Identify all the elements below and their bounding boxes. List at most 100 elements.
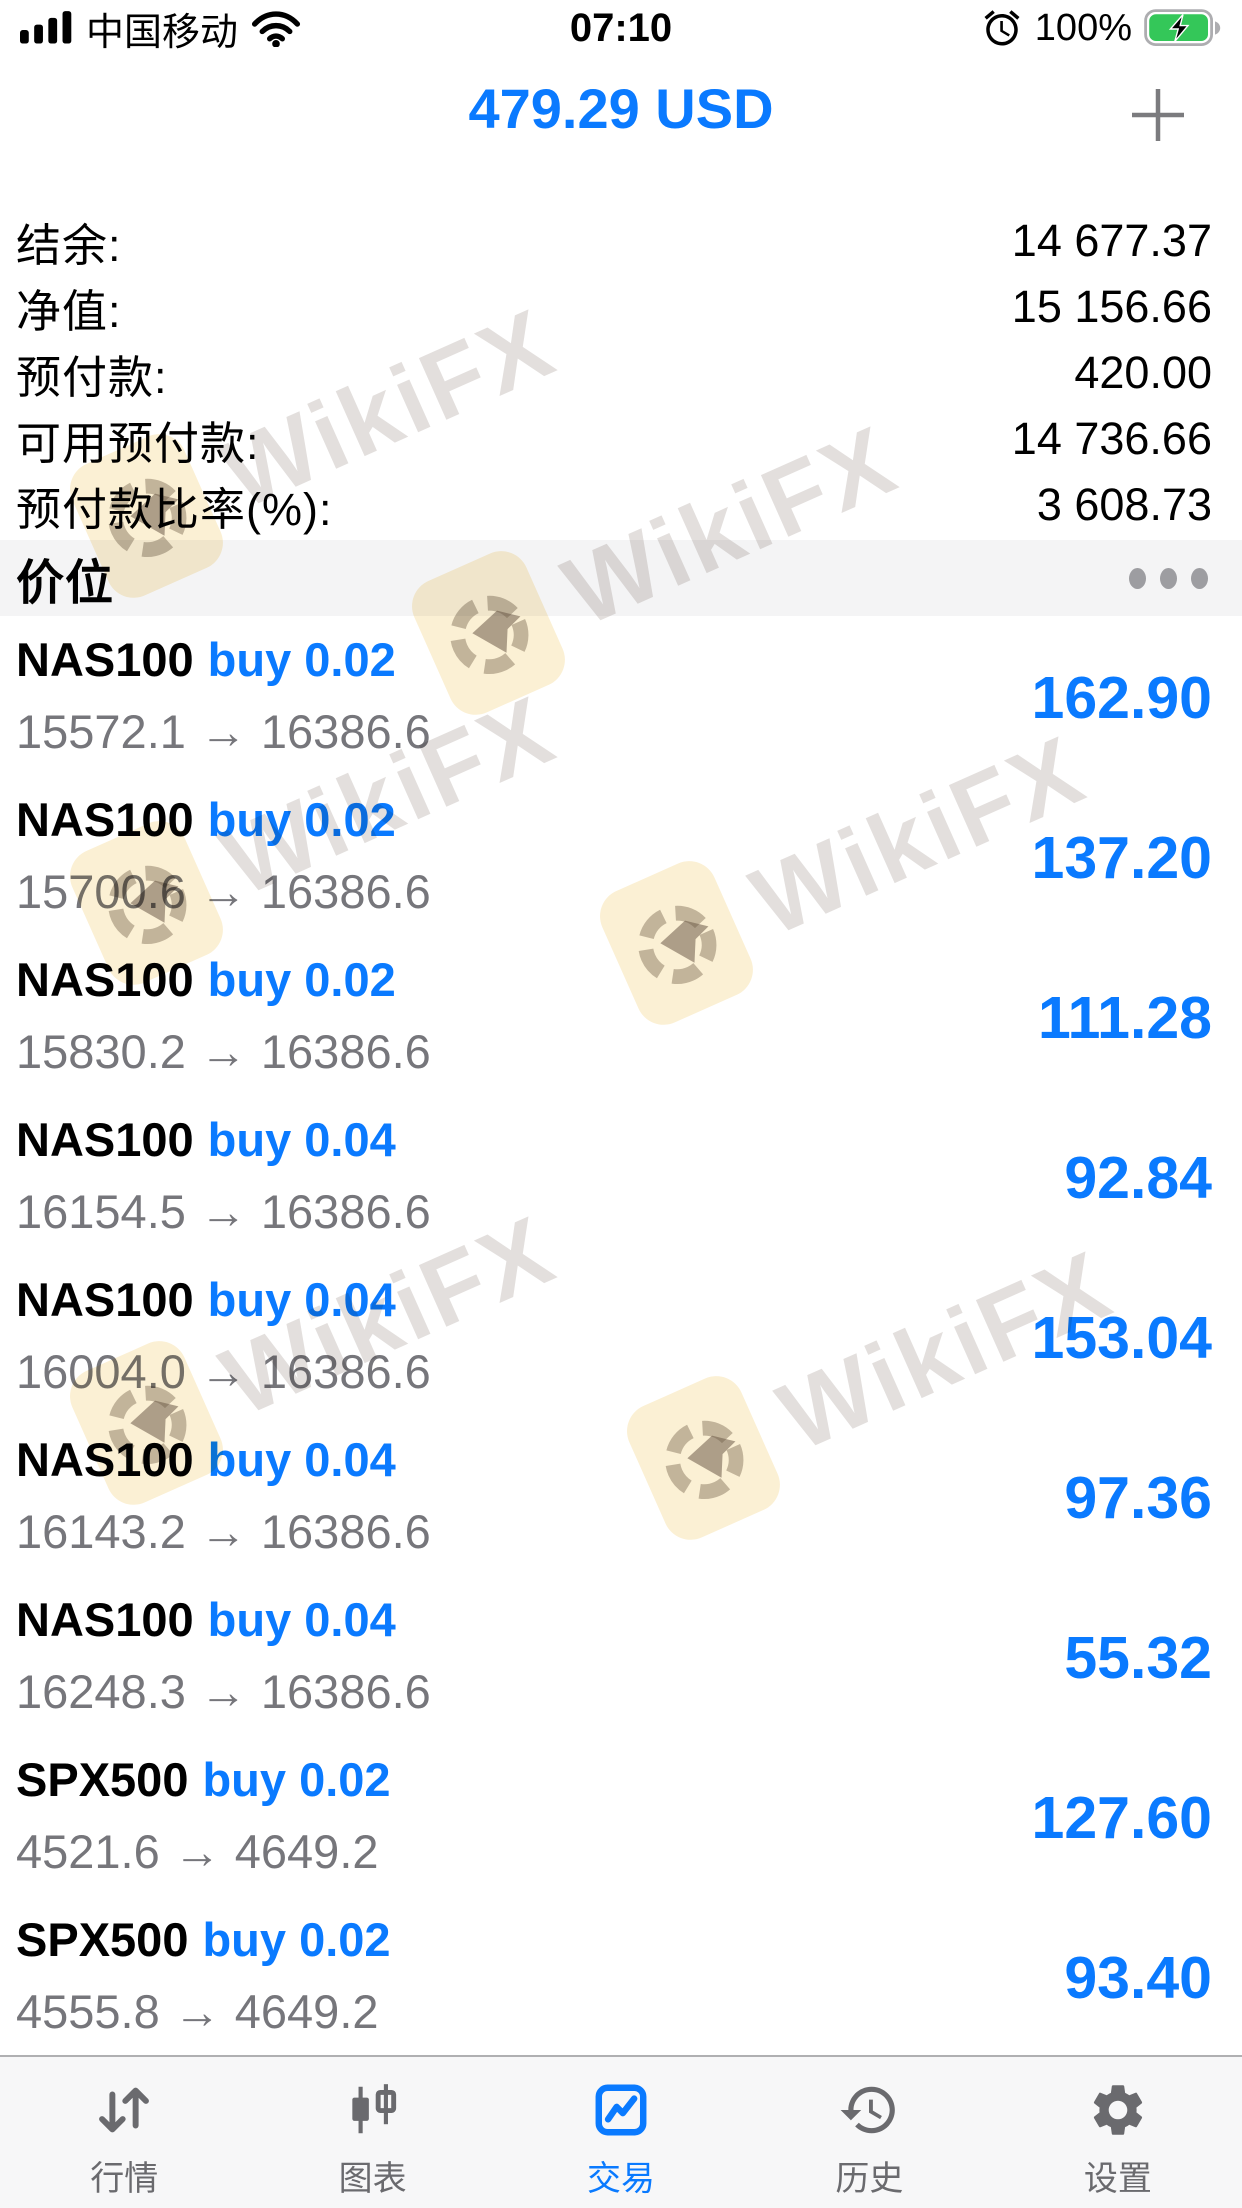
position-volume: 0.02 xyxy=(299,1913,391,1966)
position-row[interactable]: SPX500 buy 0.02 4555.8 → 4649.2 93.40 xyxy=(0,1896,1242,2056)
position-symbol: NAS100 xyxy=(16,793,194,846)
summary-label: 结余: xyxy=(16,219,122,271)
position-side: buy 0.04 xyxy=(207,1273,396,1326)
gear-icon xyxy=(1093,2085,1142,2135)
position-row[interactable]: NAS100 buy 0.04 16154.5 → 16386.6 92.84 xyxy=(0,1096,1242,1256)
section-title: 价位 xyxy=(16,557,115,610)
tab-history[interactable]: 历史 xyxy=(745,2057,993,2208)
open-price: 16248.3 xyxy=(16,1665,186,1718)
floating-profit-total: 479.29 USD xyxy=(468,77,774,140)
position-volume: 0.02 xyxy=(304,793,396,846)
tab-label: 行情 xyxy=(90,2160,159,2198)
summary-row: 可用预付款: 14 736.66 xyxy=(0,406,1242,472)
battery-percent-label: 100% xyxy=(1034,6,1132,49)
position-symbol: NAS100 xyxy=(16,1593,194,1646)
bottom-tab-bar: 行情 图表 交易 历史 xyxy=(0,2055,1242,2208)
arrow-right-glyph: → xyxy=(199,705,247,758)
tab-trade[interactable]: 交易 xyxy=(497,2057,745,2208)
position-profit: 92.84 xyxy=(1064,1145,1212,1211)
current-price: 16386.6 xyxy=(260,1185,431,1238)
summary-row: 结余: 14 677.37 xyxy=(0,208,1242,274)
position-side: buy 0.02 xyxy=(207,633,396,686)
position-prices: 16143.2 → 16386.6 xyxy=(16,1504,431,1560)
account-header: 479.29 USD xyxy=(0,56,1242,176)
position-prices: 4555.8 → 4649.2 xyxy=(16,1984,379,2040)
position-side: buy 0.02 xyxy=(202,1913,391,1966)
summary-value: 15 156.66 xyxy=(1011,281,1212,332)
position-symbol: NAS100 xyxy=(16,953,194,1006)
arrow-right-glyph: → xyxy=(173,1825,221,1878)
position-prices: 15830.2 → 16386.6 xyxy=(16,1024,431,1080)
position-profit: 137.20 xyxy=(1031,825,1212,891)
position-side: buy 0.02 xyxy=(202,1753,391,1806)
trade-chart-icon xyxy=(595,2084,647,2136)
wifi-icon xyxy=(251,11,301,47)
current-price: 16386.6 xyxy=(260,1665,431,1718)
position-row[interactable]: NAS100 buy 0.02 15572.1 → 16386.6 162.90 xyxy=(0,616,1242,776)
open-price: 16154.5 xyxy=(16,1185,186,1238)
open-price: 16143.2 xyxy=(16,1505,186,1558)
position-symbol: NAS100 xyxy=(16,1433,194,1486)
position-row[interactable]: NAS100 buy 0.04 16004.0 → 16386.6 153.04 xyxy=(0,1256,1242,1416)
summary-row: 净值: 15 156.66 xyxy=(0,274,1242,340)
open-price: 15830.2 xyxy=(16,1025,186,1078)
positions-section-header: 价位 xyxy=(0,540,1242,616)
position-symbol: SPX500 xyxy=(16,1753,189,1806)
position-side: buy 0.04 xyxy=(207,1113,396,1166)
position-side: buy 0.02 xyxy=(207,793,396,846)
position-volume: 0.04 xyxy=(304,1113,396,1166)
summary-label: 净值: xyxy=(16,285,122,337)
current-price: 4649.2 xyxy=(234,1825,379,1878)
position-volume: 0.02 xyxy=(304,953,396,1006)
summary-row: 预付款比率(%): 3 608.73 xyxy=(0,472,1242,538)
position-prices: 15572.1 → 16386.6 xyxy=(16,704,431,760)
position-prices: 15700.6 → 16386.6 xyxy=(16,864,431,920)
position-row[interactable]: NAS100 buy 0.04 16248.3 → 16386.6 55.32 xyxy=(0,1576,1242,1736)
position-volume: 0.04 xyxy=(304,1433,396,1486)
add-order-button[interactable] xyxy=(1122,80,1194,152)
position-profit: 127.60 xyxy=(1031,1785,1212,1851)
current-price: 16386.6 xyxy=(260,1345,431,1398)
plus-icon xyxy=(1132,88,1184,141)
summary-label: 预付款比率(%): xyxy=(16,483,333,535)
position-profit: 55.32 xyxy=(1064,1625,1212,1691)
arrow-right-glyph: → xyxy=(199,1505,247,1558)
current-price: 16386.6 xyxy=(260,1505,431,1558)
carrier-label: 中国移动 xyxy=(86,11,239,54)
position-side: buy 0.04 xyxy=(207,1433,396,1486)
open-price: 15572.1 xyxy=(16,705,186,758)
arrow-right-glyph: → xyxy=(199,1025,247,1078)
current-price: 4649.2 xyxy=(234,1985,379,2038)
position-prices: 16004.0 → 16386.6 xyxy=(16,1344,431,1400)
tab-quotes[interactable]: 行情 xyxy=(0,2057,248,2208)
summary-value: 3 608.73 xyxy=(1036,479,1212,530)
arrow-right-glyph: → xyxy=(199,865,247,918)
history-clock-icon xyxy=(841,2086,896,2134)
alarm-icon xyxy=(984,10,1020,46)
tab-settings[interactable]: 设置 xyxy=(994,2057,1242,2208)
position-profit: 111.28 xyxy=(1038,985,1212,1051)
current-price: 16386.6 xyxy=(260,865,431,918)
position-profit: 97.36 xyxy=(1064,1465,1212,1531)
position-row[interactable]: NAS100 buy 0.04 16143.2 → 16386.6 97.36 xyxy=(0,1416,1242,1576)
position-row[interactable]: NAS100 buy 0.02 15700.6 → 16386.6 137.20 xyxy=(0,776,1242,936)
position-side: buy 0.04 xyxy=(207,1593,396,1646)
current-price: 16386.6 xyxy=(260,705,431,758)
arrow-right-glyph: → xyxy=(199,1665,247,1718)
position-volume: 0.04 xyxy=(304,1593,396,1646)
position-prices: 16154.5 → 16386.6 xyxy=(16,1184,431,1240)
tab-charts[interactable]: 图表 xyxy=(248,2057,496,2208)
open-price: 15700.6 xyxy=(16,865,186,918)
status-bar: 中国移动 07:10 100% xyxy=(0,0,1242,56)
summary-label: 预付款: xyxy=(16,351,168,403)
position-row[interactable]: SPX500 buy 0.02 4521.6 → 4649.2 127.60 xyxy=(0,1736,1242,1896)
position-row[interactable]: NAS100 buy 0.02 15830.2 → 16386.6 111.28 xyxy=(0,936,1242,1096)
open-price: 4555.8 xyxy=(16,1985,160,2038)
position-volume: 0.04 xyxy=(304,1273,396,1326)
candlestick-chart-icon xyxy=(351,2084,396,2134)
position-volume: 0.02 xyxy=(299,1753,391,1806)
position-volume: 0.02 xyxy=(304,633,396,686)
tab-label: 图表 xyxy=(338,2160,407,2198)
ellipsis-menu-icon[interactable] xyxy=(1129,567,1208,589)
positions-list: NAS100 buy 0.02 15572.1 → 16386.6 162.90 NA… xyxy=(0,616,1242,2056)
